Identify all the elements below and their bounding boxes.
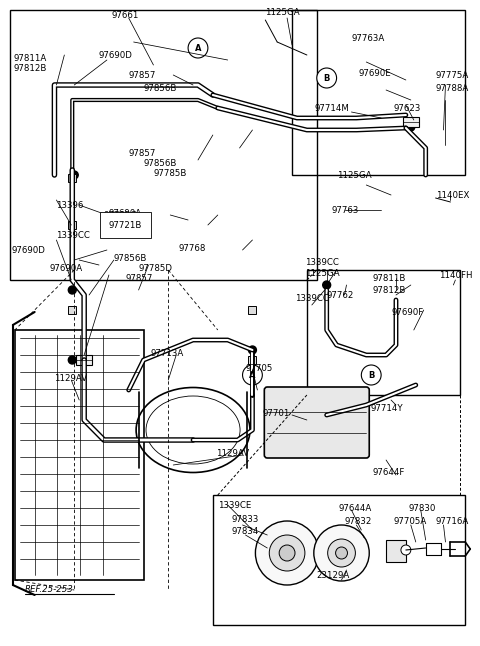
Text: 1140FH: 1140FH (439, 271, 472, 280)
Circle shape (269, 535, 305, 571)
Text: B: B (324, 74, 330, 83)
Text: 1129AV: 1129AV (54, 373, 87, 382)
Text: 97833: 97833 (232, 516, 259, 525)
Text: 97811B: 97811B (372, 273, 406, 282)
Text: A: A (195, 43, 201, 52)
Text: 97690F: 97690F (391, 307, 423, 317)
Text: 1339CE: 1339CE (218, 501, 251, 510)
Text: B: B (368, 371, 374, 379)
Bar (249, 356, 256, 364)
Text: REF.25-253: REF.25-253 (25, 585, 73, 594)
Text: 97714Y: 97714Y (370, 404, 403, 413)
Text: 97812B: 97812B (14, 63, 47, 72)
Text: 1140EX: 1140EX (435, 191, 469, 200)
Text: 97785D: 97785D (139, 264, 173, 273)
Bar (76, 355, 92, 365)
Text: 97832: 97832 (345, 517, 372, 526)
Text: 97811A: 97811A (14, 54, 47, 63)
Text: 97705A: 97705A (394, 517, 427, 526)
Text: 97763A: 97763A (351, 34, 384, 43)
Text: 97857: 97857 (126, 273, 153, 282)
Circle shape (323, 281, 331, 289)
Circle shape (70, 171, 78, 179)
Circle shape (328, 539, 355, 567)
Bar (292, 10, 465, 175)
Text: 97856B: 97856B (144, 83, 177, 92)
Bar (68, 174, 76, 182)
Bar (403, 117, 419, 127)
Circle shape (255, 521, 319, 585)
Text: 97834: 97834 (232, 528, 259, 536)
Bar (213, 495, 465, 625)
Text: 97785C: 97785C (104, 211, 137, 220)
Circle shape (188, 38, 208, 58)
Text: 97785B: 97785B (154, 169, 187, 178)
Text: 97661: 97661 (112, 10, 139, 19)
Circle shape (242, 365, 263, 385)
Circle shape (68, 356, 76, 364)
Text: 97716A: 97716A (435, 517, 469, 526)
Text: 1125GA: 1125GA (265, 8, 300, 17)
Text: 97690D: 97690D (12, 245, 46, 255)
Text: 97857: 97857 (129, 70, 156, 79)
Bar (249, 306, 256, 314)
Text: 1125GA: 1125GA (305, 269, 339, 278)
Text: 97705: 97705 (245, 364, 273, 373)
Circle shape (249, 346, 256, 354)
Text: 97713A: 97713A (150, 348, 184, 357)
Text: 97690A: 97690A (109, 209, 142, 218)
Text: 1339CC: 1339CC (305, 258, 339, 267)
Circle shape (401, 545, 411, 555)
Text: 97788A: 97788A (435, 83, 469, 92)
Text: 97644A: 97644A (338, 503, 372, 512)
Text: 1339CC: 1339CC (295, 293, 329, 302)
Text: 97830: 97830 (409, 503, 436, 512)
Circle shape (317, 68, 336, 88)
Text: 97768: 97768 (178, 244, 205, 253)
Bar (68, 306, 76, 314)
Text: 97644F: 97644F (372, 468, 405, 477)
Text: 97856B: 97856B (114, 253, 147, 262)
Text: 1339CC: 1339CC (57, 231, 90, 240)
Bar (15, 330, 144, 580)
Circle shape (336, 547, 348, 559)
Text: 97690D: 97690D (99, 50, 133, 59)
Bar (10, 10, 317, 280)
Text: 97714M: 97714M (315, 103, 349, 112)
Text: 97690E: 97690E (359, 68, 391, 78)
Text: A: A (249, 371, 256, 379)
Text: 1125GA: 1125GA (336, 171, 371, 180)
Text: 97763: 97763 (332, 205, 359, 214)
Circle shape (68, 286, 76, 294)
Text: 97623: 97623 (394, 103, 421, 112)
Text: 97812B: 97812B (372, 286, 406, 295)
Text: 23129A: 23129A (317, 570, 350, 579)
Circle shape (279, 545, 295, 561)
Text: 13396: 13396 (57, 200, 84, 209)
Circle shape (407, 123, 415, 131)
Text: 97721B: 97721B (109, 220, 142, 229)
Text: 97690A: 97690A (49, 264, 83, 273)
FancyBboxPatch shape (264, 387, 369, 458)
Circle shape (361, 365, 381, 385)
Text: 97701: 97701 (263, 408, 290, 417)
Text: 97857: 97857 (129, 149, 156, 158)
Bar (307, 270, 460, 395)
Text: 97762: 97762 (327, 291, 354, 300)
Bar (386, 540, 406, 562)
Text: 97775A: 97775A (435, 70, 469, 79)
Bar (68, 221, 76, 229)
Text: 1129AV: 1129AV (216, 448, 249, 457)
Circle shape (314, 525, 369, 581)
Text: 97856B: 97856B (144, 158, 177, 167)
